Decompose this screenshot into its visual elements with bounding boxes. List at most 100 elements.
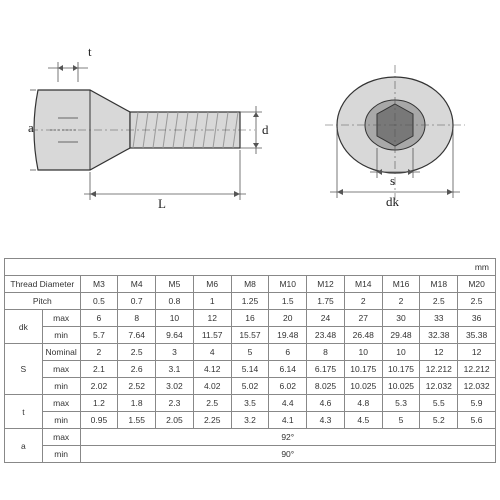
table-cell: 24 (307, 310, 345, 327)
header-size: M6 (193, 276, 231, 293)
table-cell: 8 (307, 344, 345, 361)
table-cell: 2.5 (118, 344, 156, 361)
table-cell: 32.38 (420, 327, 458, 344)
table-cell: 4.6 (307, 395, 345, 412)
table-cell: 4.8 (344, 395, 382, 412)
table-cell: 5.7 (80, 327, 118, 344)
table-cell: 4.5 (344, 412, 382, 429)
table-cell: 5 (382, 412, 420, 429)
table-cell: 5.9 (458, 395, 496, 412)
table-cell: 4.12 (193, 361, 231, 378)
table-cell: 6 (80, 310, 118, 327)
row-label: a (5, 429, 43, 463)
table-cell: 11.57 (193, 327, 231, 344)
label-s: s (390, 173, 395, 189)
table-cell: 3.2 (231, 412, 269, 429)
table-cell: 5.14 (231, 361, 269, 378)
table-cell: 16 (231, 310, 269, 327)
table-cell: 90° (80, 446, 495, 463)
table-cell: 2.6 (118, 361, 156, 378)
table-cell: 4.1 (269, 412, 307, 429)
dimension-table: mmThread DiameterM3M4M5M6M8M10M12M14M16M… (4, 258, 496, 463)
diagram-area: t a d L s dk (0, 0, 500, 260)
table-cell: 2.25 (193, 412, 231, 429)
table-cell: 6.02 (269, 378, 307, 395)
table-cell: 23.48 (307, 327, 345, 344)
screw-side-view: t a d L (30, 40, 290, 220)
table-cell: 1.8 (118, 395, 156, 412)
row-sublabel: max (42, 361, 80, 378)
label-dk: dk (386, 194, 399, 210)
table-cell: 0.5 (80, 293, 118, 310)
table-cell: 5 (231, 344, 269, 361)
table-cell: 9.64 (156, 327, 194, 344)
header-size: M12 (307, 276, 345, 293)
row-label: S (5, 344, 43, 395)
table-cell: 20 (269, 310, 307, 327)
table-cell: 10 (382, 344, 420, 361)
table-cell: 36 (458, 310, 496, 327)
row-sublabel: Nominal (42, 344, 80, 361)
table-cell: 10 (156, 310, 194, 327)
table-cell: 92° (80, 429, 495, 446)
header-size: M8 (231, 276, 269, 293)
table-cell: 2.52 (118, 378, 156, 395)
table-cell: 1 (193, 293, 231, 310)
header-size: M20 (458, 276, 496, 293)
table-cell: 2.5 (458, 293, 496, 310)
screw-top-view: s dk (320, 60, 470, 210)
table-cell: 8.025 (307, 378, 345, 395)
header-size: M18 (420, 276, 458, 293)
table-cell: 8 (118, 310, 156, 327)
table-cell: 1.2 (80, 395, 118, 412)
row-sublabel: min (42, 378, 80, 395)
header-size: M3 (80, 276, 118, 293)
table-cell: 3.5 (231, 395, 269, 412)
row-sublabel: max (42, 429, 80, 446)
table-cell: 2.3 (156, 395, 194, 412)
row-sublabel: min (42, 327, 80, 344)
table-cell: 26.48 (344, 327, 382, 344)
table-cell: 10.025 (344, 378, 382, 395)
table-cell: 2.5 (193, 395, 231, 412)
row-sublabel: min (42, 446, 80, 463)
table-cell: 0.95 (80, 412, 118, 429)
table-cell: 4.02 (193, 378, 231, 395)
table-cell: 1.25 (231, 293, 269, 310)
label-a: a (28, 120, 34, 136)
table-cell: 5.6 (458, 412, 496, 429)
table-cell: 35.38 (458, 327, 496, 344)
table-cell: 10.175 (382, 361, 420, 378)
header-thread-diameter: Thread Diameter (5, 276, 81, 293)
table-cell: 7.64 (118, 327, 156, 344)
dimension-table-wrap: mmThread DiameterM3M4M5M6M8M10M12M14M16M… (0, 258, 500, 493)
table-cell: 1.5 (269, 293, 307, 310)
row-sublabel: min (42, 412, 80, 429)
table-cell: 19.48 (269, 327, 307, 344)
table-cell: 5.02 (231, 378, 269, 395)
table-cell: 30 (382, 310, 420, 327)
header-size: M5 (156, 276, 194, 293)
table-cell: 27 (344, 310, 382, 327)
table-cell: 12 (458, 344, 496, 361)
row-label: t (5, 395, 43, 429)
table-cell: 3.1 (156, 361, 194, 378)
table-cell: 2.1 (80, 361, 118, 378)
row-sublabel: max (42, 395, 80, 412)
table-cell: 3 (156, 344, 194, 361)
table-cell: 6.14 (269, 361, 307, 378)
row-label: Pitch (5, 293, 81, 310)
table-cell: 5.3 (382, 395, 420, 412)
table-cell: 5.2 (420, 412, 458, 429)
table-cell: 10 (344, 344, 382, 361)
table-cell: 3.02 (156, 378, 194, 395)
table-cell: 2 (344, 293, 382, 310)
table-cell: 6 (269, 344, 307, 361)
header-size: M14 (344, 276, 382, 293)
table-cell: 12 (193, 310, 231, 327)
header-size: M10 (269, 276, 307, 293)
table-cell: 0.8 (156, 293, 194, 310)
table-cell: 2 (80, 344, 118, 361)
table-cell: 2 (382, 293, 420, 310)
table-cell: 12.212 (458, 361, 496, 378)
